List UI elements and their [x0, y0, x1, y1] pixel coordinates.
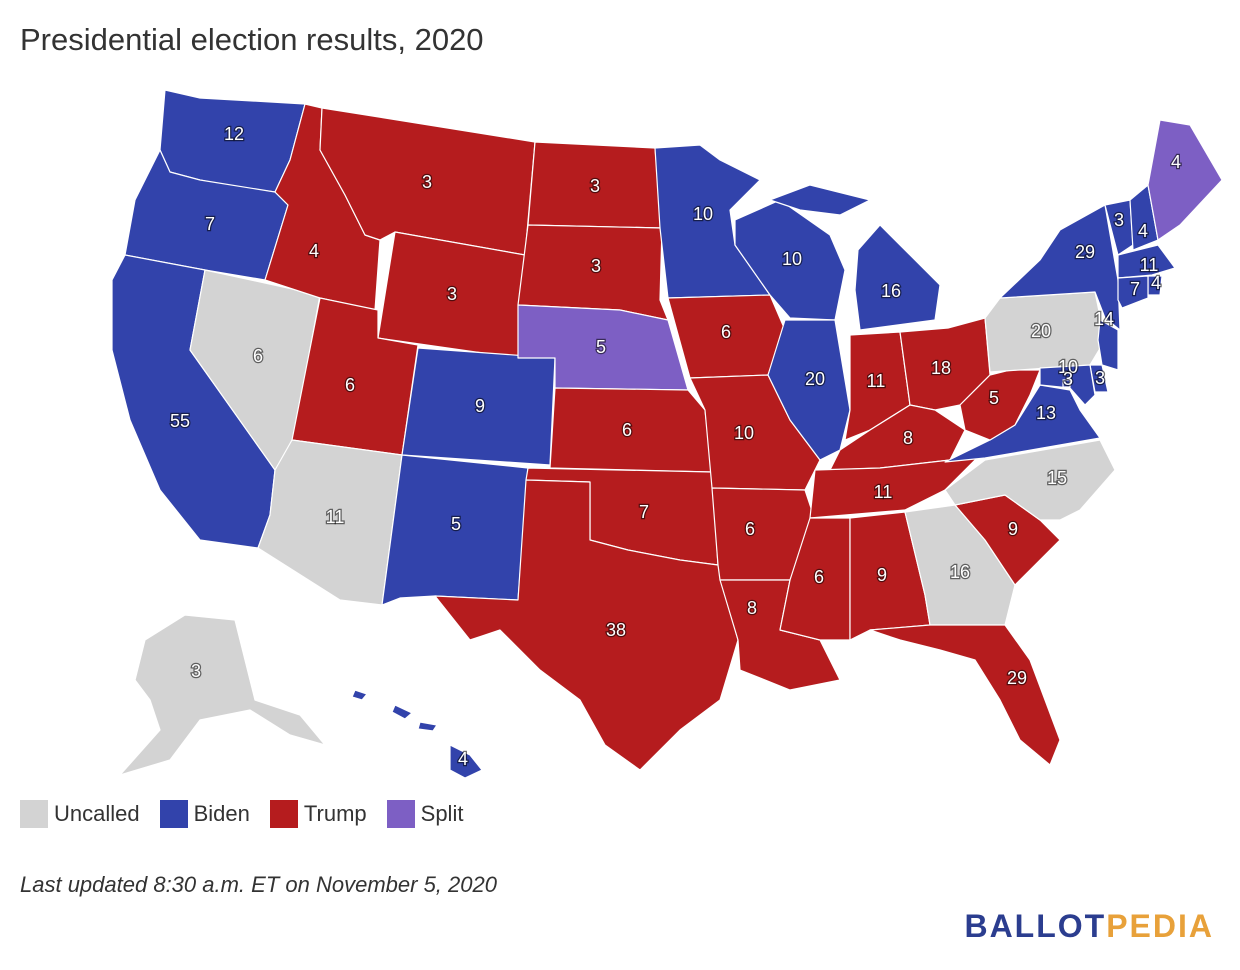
ev-label-ca: 55: [170, 411, 190, 431]
legend-label-split: Split: [420, 801, 464, 826]
ev-label-dc: 3: [1063, 369, 1073, 389]
ev-label-va: 13: [1036, 403, 1056, 423]
ev-label-hi: 4: [458, 749, 468, 769]
ev-label-md: 10: [1058, 357, 1078, 377]
ev-label-ut: 6: [345, 375, 355, 395]
ev-label-id: 4: [309, 241, 319, 261]
ev-label-ma: 11: [1140, 255, 1159, 275]
ev-label-il: 20: [805, 369, 825, 389]
ev-label-ne: 5: [596, 337, 606, 357]
ev-label-sc: 9: [1008, 519, 1018, 539]
us-map: 12 7 55 6 4 3 3 6 11 9 5 3 3 5 6 7 38 10…: [111, 89, 1223, 779]
ev-label-pa: 20: [1031, 321, 1051, 341]
ev-label-mn: 10: [693, 204, 713, 224]
ev-label-nj: 14: [1094, 309, 1114, 329]
legend-item-uncalled: Uncalled: [20, 800, 140, 828]
legend-label-trump: Trump: [303, 801, 367, 826]
ev-label-ak: 3: [191, 661, 201, 681]
state-ct[interactable]: [1117, 275, 1149, 309]
ev-label-ok: 7: [639, 502, 649, 522]
ev-label-az: 11: [326, 507, 345, 527]
chart-title: Presidential election results, 2020: [20, 22, 484, 57]
state-fl[interactable]: [869, 624, 1061, 766]
ev-label-nc: 15: [1047, 468, 1067, 488]
ev-label-wv: 5: [989, 388, 999, 408]
state-me[interactable]: [1147, 119, 1223, 241]
logo-part-ballot: BALLOT: [964, 908, 1107, 944]
ev-label-la: 8: [747, 598, 757, 618]
state-dc[interactable]: [1062, 379, 1071, 388]
state-mn[interactable]: [654, 144, 771, 299]
state-tn[interactable]: [809, 449, 986, 519]
ev-label-ct: 7: [1130, 279, 1140, 299]
ev-label-de: 3: [1095, 368, 1105, 388]
ev-label-ia: 6: [721, 322, 731, 342]
ev-label-tx: 38: [606, 620, 626, 640]
ev-label-ks: 6: [622, 420, 632, 440]
ev-label-or: 7: [205, 214, 215, 234]
legend-item-split: Split: [386, 800, 464, 828]
ev-label-co: 9: [475, 396, 485, 416]
ev-label-me: 4: [1171, 152, 1181, 172]
last-updated-note: Last updated 8:30 a.m. ET on November 5,…: [20, 872, 497, 897]
state-ma[interactable]: [1117, 244, 1176, 279]
state-il[interactable]: [767, 319, 851, 461]
legend-item-trump: Trump: [269, 800, 367, 828]
ev-label-wa: 12: [224, 124, 244, 144]
ev-label-fl: 29: [1007, 668, 1027, 688]
ev-label-mt: 3: [422, 172, 432, 192]
ev-label-sd: 3: [591, 256, 601, 276]
legend-swatch-split: [386, 800, 415, 828]
legend-item-biden: Biden: [159, 800, 250, 828]
state-wv[interactable]: [959, 369, 1041, 441]
state-tx[interactable]: [434, 479, 739, 771]
ev-label-nm: 5: [451, 514, 461, 534]
state-mi[interactable]: [769, 184, 941, 331]
ev-label-ri: 4: [1151, 273, 1161, 293]
ev-label-ms: 6: [814, 567, 824, 587]
ev-label-wi: 10: [782, 249, 802, 269]
ev-label-ny: 29: [1075, 242, 1095, 262]
ev-label-nd: 3: [590, 176, 600, 196]
legend: Uncalled Biden Trump Split: [20, 800, 483, 828]
ev-label-mo: 10: [734, 423, 754, 443]
legend-swatch-biden: [159, 800, 188, 828]
ev-label-wy: 3: [447, 284, 457, 304]
legend-label-uncalled: Uncalled: [54, 801, 140, 826]
state-ak[interactable]: [119, 614, 326, 776]
legend-swatch-trump: [269, 800, 298, 828]
ev-label-ky: 8: [903, 428, 913, 448]
legend-label-biden: Biden: [193, 801, 250, 826]
ev-label-mi: 16: [881, 281, 901, 301]
ev-label-nh: 4: [1138, 221, 1148, 241]
ev-label-ga: 16: [950, 562, 970, 582]
ev-label-oh: 18: [931, 358, 951, 378]
ev-label-nv: 6: [253, 346, 263, 366]
ev-label-in: 11: [867, 371, 886, 391]
ev-label-ar: 6: [745, 519, 755, 539]
logo-part-pedia: PEDIA: [1106, 908, 1214, 944]
ballotpedia-logo: BALLOTPEDIA: [964, 908, 1214, 945]
state-nj[interactable]: [1097, 319, 1119, 371]
ev-label-vt: 3: [1114, 210, 1124, 230]
state-hi[interactable]: [351, 689, 483, 779]
ev-label-al: 9: [877, 565, 887, 585]
legend-swatch-uncalled: [20, 800, 48, 828]
state-nc[interactable]: [944, 439, 1116, 521]
ev-label-tn: 11: [874, 482, 893, 502]
